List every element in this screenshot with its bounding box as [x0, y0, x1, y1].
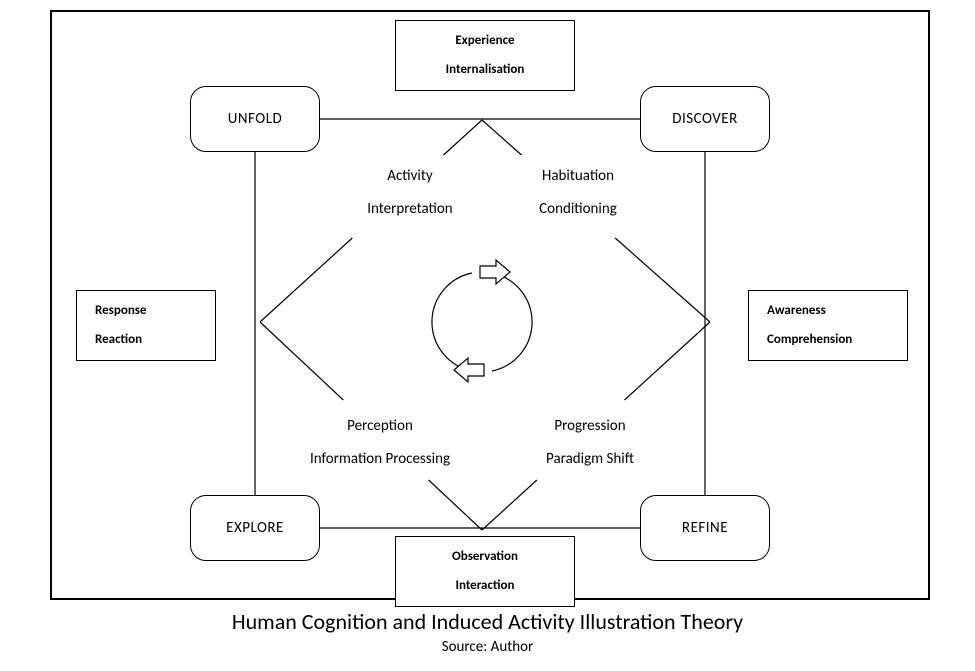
inner-label-progression: Progression Paradigm Shift [510, 410, 670, 476]
inner-label-perception: Perception Information Processing [280, 410, 480, 476]
inner-label-habituation-line2: Conditioning [498, 193, 658, 226]
inner-label-activity: Activity Interpretation [330, 160, 490, 226]
edge-label-top-line1: Experience [455, 27, 514, 56]
node-discover: DISCOVER [640, 86, 770, 152]
inner-label-activity-line1: Activity [330, 160, 490, 193]
node-unfold: UNFOLD [190, 86, 320, 152]
edge-label-left-line1: Response [95, 297, 147, 326]
edge-label-bottom-line2: Interaction [456, 572, 515, 601]
edge-label-right: Awareness Comprehension [748, 290, 908, 361]
inner-label-perception-line2: Information Processing [280, 443, 480, 476]
diagram-canvas: Experience Internalisation Response Reac… [0, 0, 975, 671]
inner-label-perception-line1: Perception [280, 410, 480, 443]
node-refine-label: REFINE [682, 519, 728, 537]
node-unfold-label: UNFOLD [228, 110, 283, 128]
node-explore-label: EXPLORE [226, 519, 284, 537]
node-discover-label: DISCOVER [672, 110, 738, 128]
node-refine: REFINE [640, 495, 770, 561]
node-explore: EXPLORE [190, 495, 320, 561]
edge-label-right-line1: Awareness [767, 297, 826, 326]
inner-label-habituation-line1: Habituation [498, 160, 658, 193]
edge-label-left: Response Reaction [76, 290, 216, 361]
caption-source: Source: Author [0, 638, 975, 656]
edge-label-bottom-line1: Observation [452, 543, 518, 572]
edge-label-bottom: Observation Interaction [395, 536, 575, 607]
inner-label-progression-line2: Paradigm Shift [510, 443, 670, 476]
inner-label-activity-line2: Interpretation [330, 193, 490, 226]
edge-label-top-line2: Internalisation [446, 56, 525, 85]
edge-label-right-line2: Comprehension [767, 326, 852, 355]
caption-title: Human Cognition and Induced Activity Ill… [0, 608, 975, 635]
edge-label-left-line2: Reaction [95, 326, 142, 355]
edge-label-top: Experience Internalisation [395, 20, 575, 91]
inner-label-progression-line1: Progression [510, 410, 670, 443]
inner-label-habituation: Habituation Conditioning [498, 160, 658, 226]
